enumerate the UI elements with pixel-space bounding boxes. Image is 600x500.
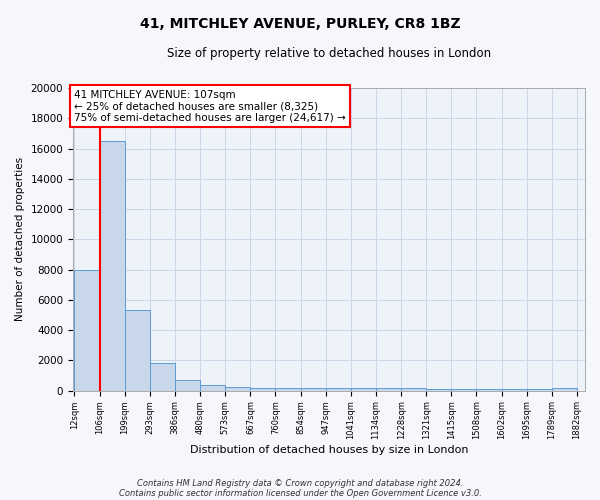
Y-axis label: Number of detached properties: Number of detached properties bbox=[15, 158, 25, 322]
Bar bbox=[451, 388, 476, 390]
Bar bbox=[200, 386, 225, 390]
Bar bbox=[326, 388, 351, 390]
Text: Contains HM Land Registry data © Crown copyright and database right 2024.: Contains HM Land Registry data © Crown c… bbox=[137, 478, 463, 488]
Text: 41 MITCHLEY AVENUE: 107sqm
← 25% of detached houses are smaller (8,325)
75% of s: 41 MITCHLEY AVENUE: 107sqm ← 25% of deta… bbox=[74, 90, 346, 123]
Bar bbox=[502, 388, 527, 390]
Bar bbox=[100, 141, 125, 390]
Title: Size of property relative to detached houses in London: Size of property relative to detached ho… bbox=[167, 48, 491, 60]
Bar bbox=[552, 388, 577, 390]
X-axis label: Distribution of detached houses by size in London: Distribution of detached houses by size … bbox=[190, 445, 468, 455]
Bar bbox=[250, 388, 275, 390]
Bar bbox=[225, 387, 250, 390]
Bar bbox=[175, 380, 200, 390]
Bar bbox=[401, 388, 426, 390]
Bar bbox=[301, 388, 326, 390]
Text: Contains public sector information licensed under the Open Government Licence v3: Contains public sector information licen… bbox=[119, 488, 481, 498]
Bar bbox=[351, 388, 376, 390]
Bar bbox=[275, 388, 301, 390]
Bar bbox=[125, 310, 150, 390]
Bar bbox=[74, 270, 100, 390]
Bar bbox=[527, 388, 552, 390]
Text: 41, MITCHLEY AVENUE, PURLEY, CR8 1BZ: 41, MITCHLEY AVENUE, PURLEY, CR8 1BZ bbox=[140, 18, 460, 32]
Bar bbox=[376, 388, 401, 390]
Bar bbox=[426, 388, 451, 390]
Bar bbox=[150, 364, 175, 390]
Bar bbox=[476, 388, 502, 390]
